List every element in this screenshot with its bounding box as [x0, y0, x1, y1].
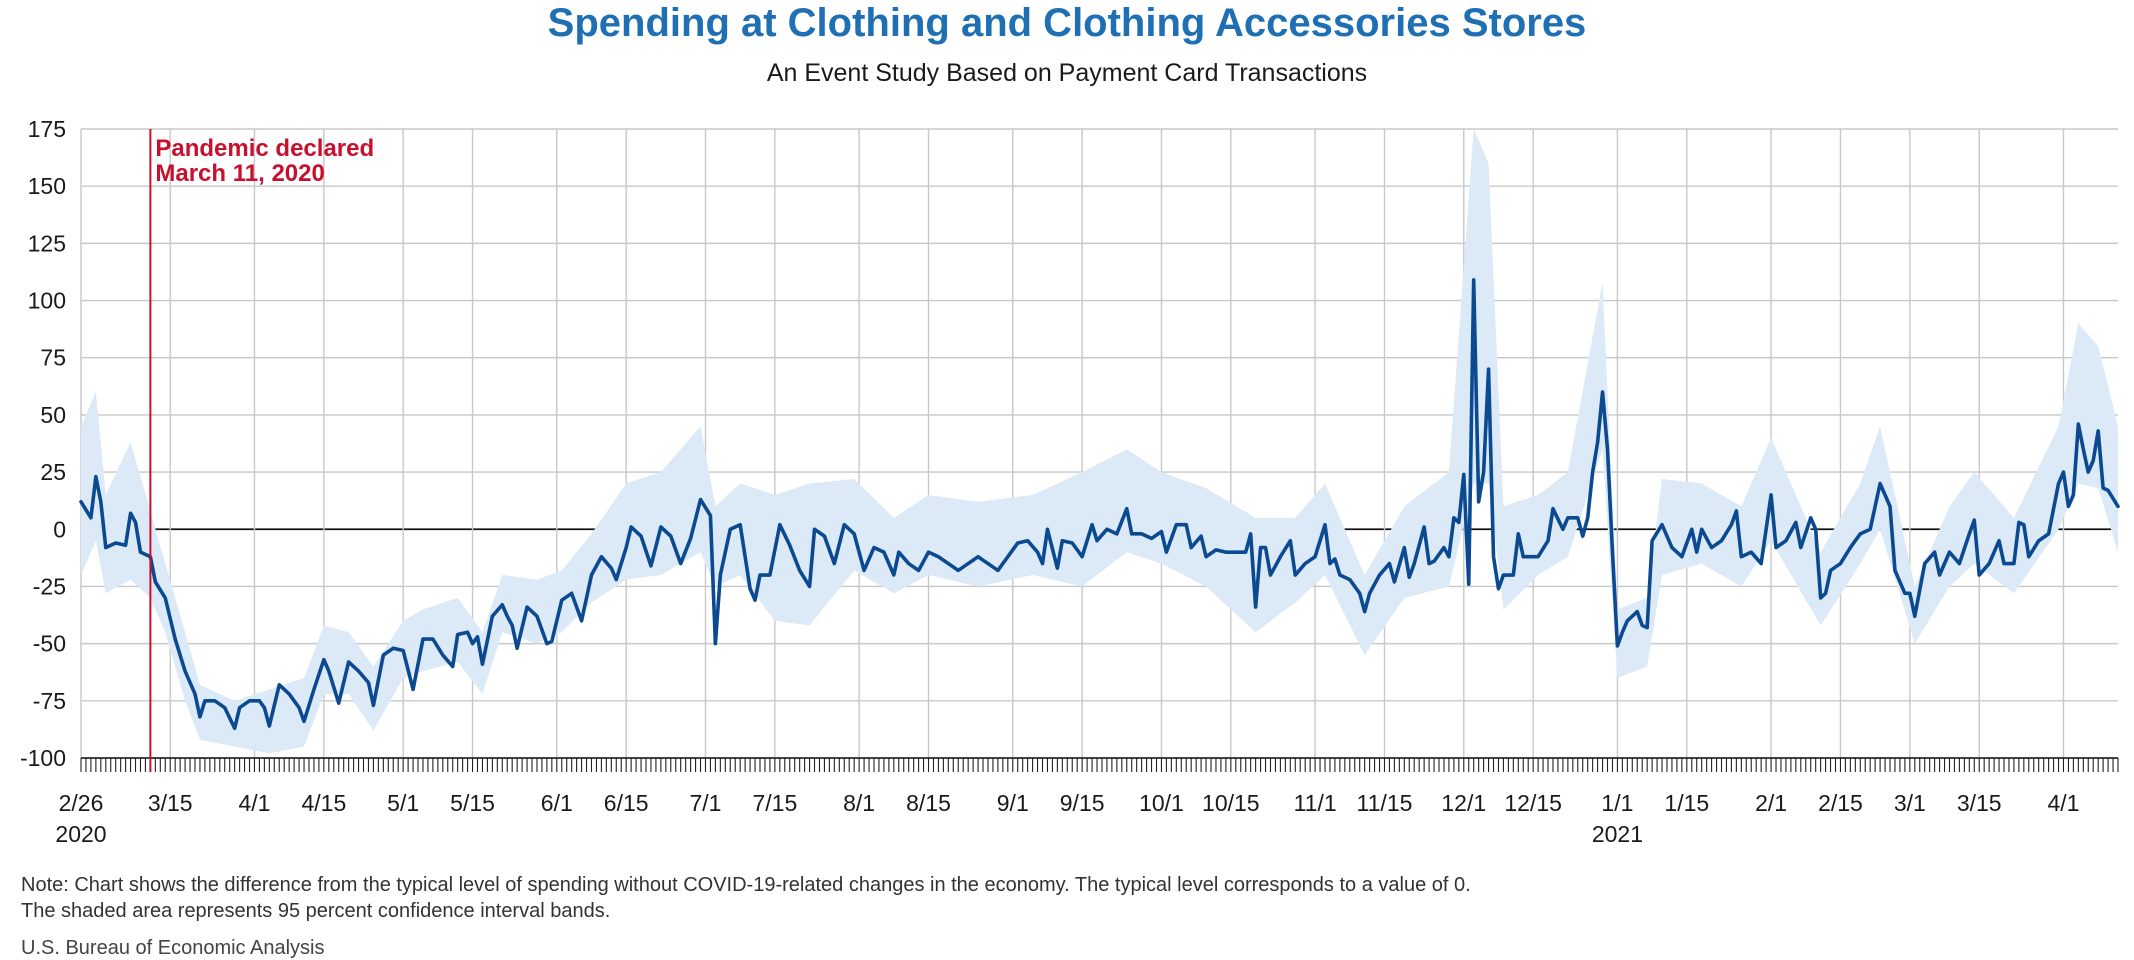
y-tick-label: 25	[40, 459, 66, 485]
x-tick-label: 2/1	[1755, 790, 1787, 816]
x-tick-label: 12/1	[1441, 790, 1486, 816]
x-tick-label: 6/15	[604, 790, 649, 816]
x-tick-label: 12/15	[1504, 790, 1562, 816]
x-tick-label: 9/15	[1060, 790, 1105, 816]
source-credit: U.S. Bureau of Economic Analysis	[21, 937, 325, 959]
spending-series	[79, 278, 2120, 731]
y-tick-label: -25	[33, 573, 66, 599]
x-tick-label: 10/1	[1139, 790, 1184, 816]
chart-note-line-2: The shaded area represents 95 percent co…	[21, 900, 611, 922]
x-tick-label: 7/15	[752, 790, 797, 816]
chart-subtitle: An Event Study Based on Payment Card Tra…	[766, 59, 1368, 87]
x-tick-label: 7/1	[689, 790, 721, 816]
pandemic-label-line-1: Pandemic declared	[155, 135, 374, 162]
chart-title: Spending at Clothing and Clothing Access…	[547, 1, 1587, 45]
x-tick-label: 10/15	[1202, 790, 1260, 816]
x-minor-ticks	[80, 758, 2119, 772]
x-tick-label: 5/1	[387, 790, 419, 816]
x-tick-label: 2/26	[59, 790, 104, 816]
y-tick-label: -100	[20, 745, 66, 771]
x-tick-label: 3/15	[148, 790, 193, 816]
x-tick-label: 2/15	[1818, 790, 1863, 816]
y-tick-label: 150	[28, 173, 66, 199]
x-tick-label: 11/1	[1294, 790, 1337, 816]
axes: 175 150 125 100 75 50 25 0 -25 -50 -75 -100 2/26 2020…	[20, 116, 2119, 847]
x-year-label: 2020	[55, 821, 106, 847]
y-tick-label: -75	[33, 688, 66, 714]
y-tick-label: 0	[53, 516, 66, 542]
chart-note-line-1: Note: Chart shows the difference from th…	[21, 874, 1471, 896]
x-tick-label: 4/1	[2047, 790, 2079, 816]
x-tick-label: 4/1	[238, 790, 270, 816]
y-tick-label: 100	[28, 288, 66, 314]
y-tick-label: -50	[33, 631, 66, 657]
x-year-label: 2021	[1592, 821, 1643, 847]
line-chart: 175 150 125 100 75 50 25 0 -25 -50 -75 -100 2/26 2020…	[20, 116, 2120, 847]
x-tick-label: 1/1	[1601, 790, 1633, 816]
x-tick-label: 5/15	[450, 790, 495, 816]
x-tick-label: 11/15	[1357, 790, 1413, 816]
pandemic-label-line-2: March 11, 2020	[155, 160, 324, 187]
y-tick-label: 175	[28, 116, 66, 142]
y-tick-label: 125	[28, 230, 66, 256]
x-tick-label: 3/15	[1957, 790, 2002, 816]
x-tick-label: 1/15	[1664, 790, 1709, 816]
x-tick-label: 8/1	[843, 790, 875, 816]
x-tick-label: 8/15	[906, 790, 951, 816]
x-tick-label: 9/1	[997, 790, 1029, 816]
confidence-band-area	[81, 129, 2118, 754]
x-tick-label: 3/1	[1894, 790, 1926, 816]
x-tick-label: 6/1	[541, 790, 573, 816]
x-tick-label: 4/15	[301, 790, 346, 816]
spending-line	[79, 278, 2120, 731]
y-tick-label: 50	[40, 402, 66, 428]
y-tick-label: 75	[40, 345, 66, 371]
confidence-band	[81, 129, 2118, 754]
